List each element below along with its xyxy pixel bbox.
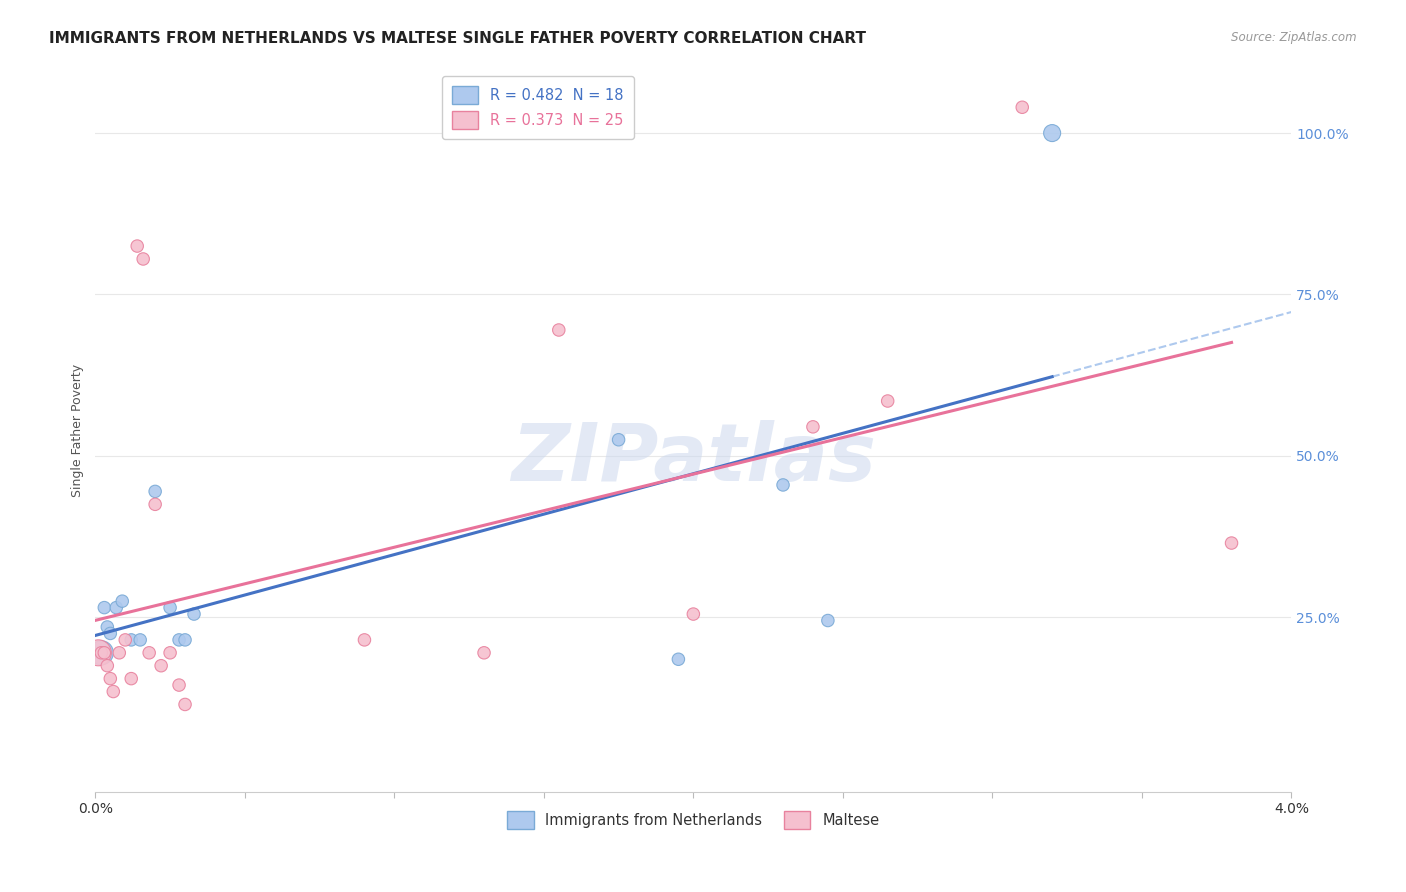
Point (772, 478, 794, 492)
Point (472, 646, 495, 660)
Point (93, 646, 115, 660)
Point (114, 632, 136, 647)
Point (138, 646, 160, 660)
Point (103, 684, 125, 698)
Point (150, 658, 173, 673)
Point (90, 646, 112, 660)
Point (801, 420, 824, 434)
Point (174, 698, 197, 712)
Point (682, 607, 704, 621)
Text: ZIPatlas: ZIPatlas (510, 420, 876, 498)
Point (547, 323, 569, 337)
Point (159, 600, 181, 615)
Point (167, 678, 190, 692)
Point (129, 632, 152, 647)
Point (93, 600, 115, 615)
Point (174, 632, 197, 647)
Point (96, 658, 118, 673)
Point (167, 632, 190, 647)
Y-axis label: Single Father Poverty: Single Father Poverty (72, 364, 84, 497)
Point (98, 626, 121, 640)
Text: Source: ZipAtlas.com: Source: ZipAtlas.com (1232, 31, 1357, 45)
Point (90, 646, 112, 660)
Point (105, 600, 128, 615)
Point (159, 646, 181, 660)
Point (183, 607, 205, 621)
Legend: Immigrants from Netherlands, Maltese: Immigrants from Netherlands, Maltese (502, 805, 886, 835)
Point (817, 614, 839, 628)
Point (132, 252, 155, 266)
Point (127, 239, 149, 253)
Point (98, 672, 121, 686)
Point (96, 620, 118, 634)
Point (1220, 536, 1243, 550)
Point (1040, 126, 1063, 140)
Point (607, 433, 630, 447)
Point (143, 484, 166, 499)
Point (666, 652, 689, 666)
Point (1011, 100, 1033, 114)
Point (111, 594, 134, 608)
Point (120, 672, 142, 686)
Point (108, 646, 131, 660)
Text: IMMIGRANTS FROM NETHERLANDS VS MALTESE SINGLE FATHER POVERTY CORRELATION CHART: IMMIGRANTS FROM NETHERLANDS VS MALTESE S… (49, 31, 866, 46)
Point (876, 394, 898, 409)
Point (120, 632, 142, 647)
Point (143, 497, 166, 511)
Point (87, 646, 110, 660)
Point (353, 632, 375, 647)
